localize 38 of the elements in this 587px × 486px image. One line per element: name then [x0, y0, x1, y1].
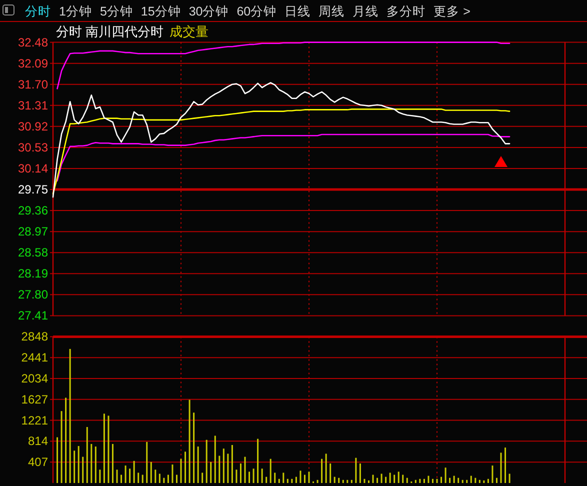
y-tick-label: 1221 [21, 413, 48, 428]
y-tick-label: 31.31 [18, 98, 48, 112]
y-tick-label: 32.48 [18, 35, 48, 50]
y-tick-label: 28.19 [18, 266, 48, 281]
text: 多分时 [386, 4, 426, 18]
line-series [52, 108, 510, 194]
y-tick-label: 1627 [21, 392, 48, 406]
text: 日线 [284, 4, 311, 18]
y-tick-label: 29.75 [18, 182, 48, 197]
text: 30分钟 [188, 4, 229, 18]
y-tick-label: 30.92 [18, 119, 48, 134]
y-tick-label: 30.53 [18, 140, 48, 154]
y-tick-label: 32.09 [18, 56, 48, 70]
y-tick-label: 814 [28, 434, 48, 448]
text: 周线 [318, 4, 345, 18]
y-tick-label: 28.58 [18, 246, 48, 260]
text: 15分钟 [140, 4, 181, 18]
y-tick-label: 2034 [21, 372, 48, 386]
y-tick-label: 29.36 [18, 204, 48, 218]
line-series [52, 82, 510, 198]
text: 1分钟 [59, 4, 92, 18]
line-series [56, 42, 510, 90]
y-tick-label: 28.97 [18, 224, 48, 239]
y-tick-label: 30.14 [18, 161, 48, 176]
chart-title: 分时 南川四代分时 [56, 24, 164, 39]
y-tick-label: 27.41 [18, 308, 48, 323]
text: 更多 > [434, 4, 470, 18]
text: 60分钟 [236, 4, 277, 18]
line-series [56, 134, 510, 182]
y-tick-label: 2848 [21, 330, 48, 344]
text: 月线 [352, 4, 379, 18]
y-tick-label: 407 [28, 455, 48, 470]
text: 分时 [25, 4, 51, 18]
y-tick-label: 2441 [21, 350, 48, 365]
y-tick-label: 31.70 [18, 77, 48, 92]
chart-subtitle: 成交量 [170, 24, 209, 39]
text: 5分钟 [100, 4, 133, 18]
y-tick-label: 27.80 [18, 288, 48, 302]
